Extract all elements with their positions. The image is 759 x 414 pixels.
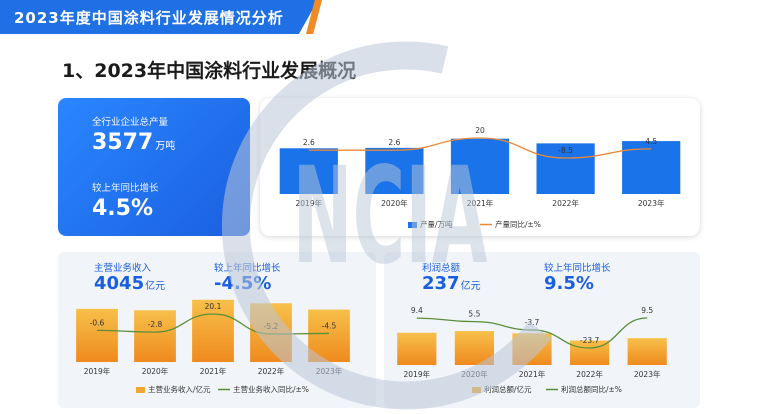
x-tick-label: 2022年 bbox=[552, 198, 579, 208]
output-chart: 2019年 2020年 2021年 2022年 2023年 2.6 2.6 20 -8.5 4.5… bbox=[279, 126, 681, 229]
growth-data-label: 2.6 bbox=[388, 138, 400, 147]
x-tick-label: 2019年 bbox=[404, 369, 431, 379]
revenue-label: 主营业务收入 bbox=[94, 263, 152, 274]
bar-0 bbox=[397, 332, 437, 365]
growth-data-label: -8.5 bbox=[558, 146, 573, 155]
x-tick-label: 2020年 bbox=[142, 366, 169, 376]
section-title: 1、2023年中国涂料行业发展概况 bbox=[62, 60, 357, 82]
revenue-value: 4045亿元 bbox=[94, 273, 166, 294]
profit-panel: 利润总额 237亿元 较上年同比增长 9.5% 2019年 2020年 2021年 2… bbox=[384, 252, 700, 408]
legend-bar-label: 产量/万吨 bbox=[420, 219, 453, 229]
output-label: 全行业企业总产量 bbox=[92, 117, 169, 128]
legend-bar-swatch bbox=[408, 222, 417, 228]
page-title: 2023年度中国涂料行业发展情况分析 bbox=[14, 9, 284, 27]
x-tick-label: 2023年 bbox=[316, 366, 343, 376]
x-tick-label: 2020年 bbox=[461, 369, 488, 379]
output-summary-card: 全行业企业总产量 3577 万吨 较上年同比增长 4.5% bbox=[58, 98, 250, 236]
output-growth-label: 较上年同比增长 bbox=[92, 183, 159, 194]
bar-1 bbox=[454, 331, 494, 365]
x-tick-label: 2023年 bbox=[634, 369, 661, 379]
growth-data-label: 9.4 bbox=[411, 306, 423, 315]
output-unit: 万吨 bbox=[155, 141, 176, 152]
bar-3 bbox=[250, 303, 292, 362]
bar-3 bbox=[570, 340, 610, 365]
legend-bar-label: 主营业务收入/亿元 bbox=[148, 384, 211, 394]
growth-data-label: -23.7 bbox=[580, 336, 600, 345]
x-tick-label: 2021年 bbox=[467, 198, 494, 208]
growth-data-label: -0.6 bbox=[90, 318, 105, 327]
profit-chart: 2019年 2020年 2021年 2022年 2023年 9.4 5.5 -3.7 -23.7… bbox=[397, 306, 667, 394]
legend-bar-swatch bbox=[472, 387, 481, 393]
growth-data-label: 20.1 bbox=[205, 302, 222, 311]
bar-1 bbox=[365, 147, 424, 194]
x-tick-label: 2019年 bbox=[84, 366, 111, 376]
growth-data-label: 2.6 bbox=[303, 138, 315, 147]
growth-data-label: -3.7 bbox=[525, 318, 540, 327]
legend-line-label: 产量同比/±% bbox=[495, 219, 541, 229]
growth-data-label: 4.5 bbox=[645, 137, 657, 146]
profit-growth-value: 9.5% bbox=[544, 273, 594, 294]
profit-growth-label: 较上年同比增长 bbox=[544, 263, 611, 274]
legend-line-label: 主营业务收入同比/±% bbox=[233, 384, 309, 394]
bar-0 bbox=[76, 308, 118, 362]
bar-4 bbox=[308, 309, 350, 362]
bar-4 bbox=[627, 338, 667, 365]
bar-1 bbox=[134, 310, 176, 362]
x-tick-label: 2022年 bbox=[258, 366, 285, 376]
growth-data-label: -4.5 bbox=[322, 321, 337, 330]
revenue-chart: 2019年 2020年 2021年 2022年 2023年 -0.6 -2.8 20.1 -5.… bbox=[76, 299, 350, 394]
growth-data-label: 9.5 bbox=[641, 306, 653, 315]
bar-2 bbox=[450, 138, 510, 194]
legend-line-label: 利润总额同比/±% bbox=[561, 384, 622, 394]
x-tick-label: 2019年 bbox=[296, 198, 323, 208]
growth-data-label: -5.2 bbox=[264, 322, 279, 331]
x-tick-label: 2023年 bbox=[638, 198, 665, 208]
x-tick-label: 2022年 bbox=[576, 369, 603, 379]
revenue-panel: 主营业务收入 4045亿元 较上年同比增长 -4.5% 2019年 2020年 20… bbox=[58, 252, 376, 408]
growth-data-label: -2.8 bbox=[148, 320, 163, 329]
output-value: 3577 万吨 bbox=[92, 130, 176, 155]
growth-data-label: 5.5 bbox=[468, 310, 480, 319]
header-bar bbox=[0, 0, 318, 34]
x-tick-label: 2021年 bbox=[519, 369, 546, 379]
growth-data-label: 20 bbox=[475, 126, 485, 135]
legend-bar-swatch bbox=[136, 387, 145, 393]
bar-0 bbox=[279, 148, 338, 194]
revenue-unit: 亿元 bbox=[145, 281, 166, 292]
x-tick-label: 2021年 bbox=[200, 366, 227, 376]
output-growth-value: 4.5% bbox=[92, 196, 154, 221]
x-tick-label: 2020年 bbox=[381, 198, 408, 208]
output-chart-card: 2019年 2020年 2021年 2022年 2023年 2.6 2.6 20 -8.5 4.5… bbox=[260, 98, 700, 236]
legend-bar-label: 利润总额/亿元 bbox=[484, 384, 532, 394]
bar-2 bbox=[512, 333, 552, 365]
